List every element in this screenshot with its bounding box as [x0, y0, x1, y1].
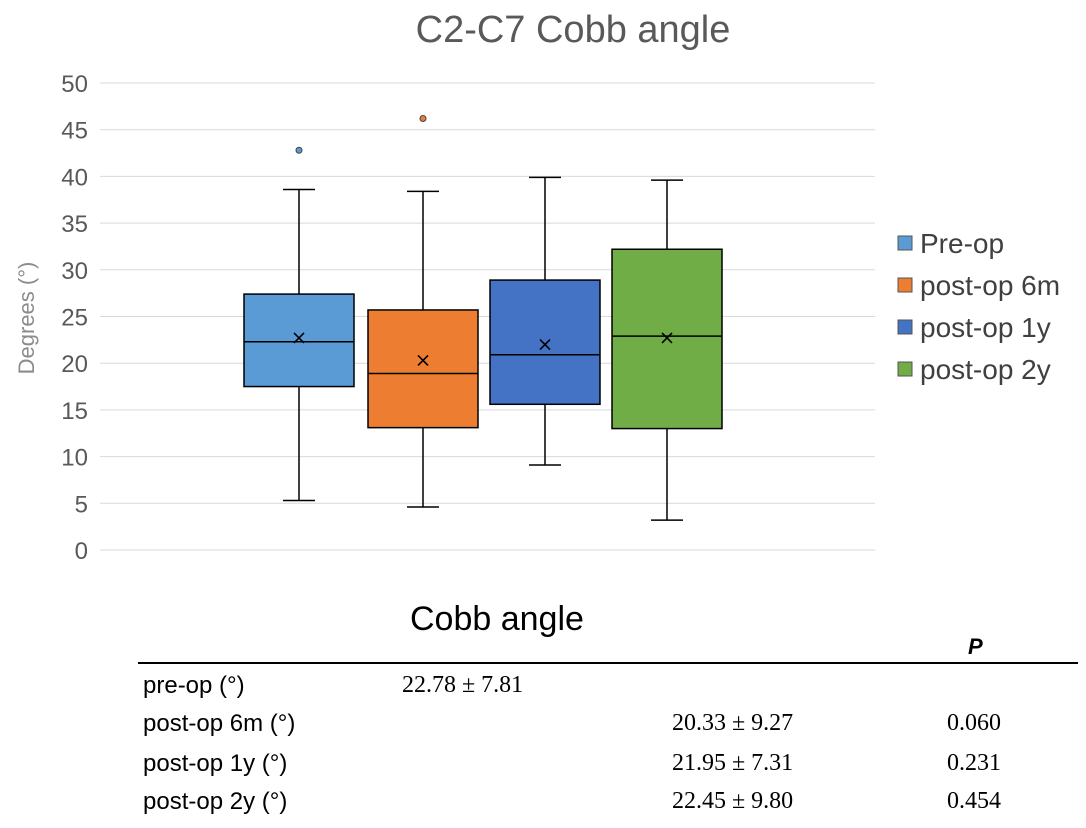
y-tick-label: 30: [61, 258, 88, 285]
box-series-group: [243, 114, 723, 521]
legend: Pre-op post-op 6m post-op 1y post-op 2y: [897, 228, 1060, 385]
row-value-baseline: 22.78 ± 7.81: [402, 672, 524, 698]
mean-marker-stroke: [661, 332, 673, 344]
y-tick-label: 20: [61, 351, 88, 378]
row-label: post-op 1y (°): [143, 750, 288, 777]
table-row: post-op 2y (°) 22.45 ± 9.80 0.454: [0, 788, 1086, 828]
legend-swatch: [897, 277, 913, 293]
outlier-point: [419, 114, 427, 122]
row-value-followup: 22.45 ± 9.80: [672, 788, 794, 814]
y-tick-label: 5: [75, 491, 88, 518]
row-label: pre-op (°): [143, 672, 245, 699]
gridlines: [100, 82, 875, 551]
row-value-followup: 21.95 ± 7.31: [672, 750, 794, 776]
y-tick-label: 15: [61, 398, 88, 425]
y-axis-label: Degrees (°): [14, 262, 39, 375]
iqr-box: [367, 309, 479, 429]
iqr-box: [489, 279, 601, 406]
mean-marker-stroke: [293, 332, 305, 344]
row-label: post-op 6m (°): [143, 710, 296, 737]
table-title: Cobb angle: [410, 600, 584, 638]
y-tick-label: 45: [61, 118, 88, 145]
box-post-op-2y: [611, 179, 723, 521]
row-p-value: 0.060: [947, 710, 1001, 736]
mean-marker: [293, 332, 305, 344]
box-pre-op: [243, 146, 355, 502]
legend-label: Pre-op: [920, 228, 1004, 259]
mean-marker: [661, 332, 673, 344]
mean-marker-stroke: [417, 354, 429, 366]
legend-swatch: [897, 361, 913, 377]
legend-label: post-op 1y: [920, 312, 1051, 343]
table-header-rule: [138, 662, 1078, 664]
box-post-op-6m: [367, 114, 479, 508]
p-value-header: P: [968, 634, 983, 659]
outlier-point: [295, 146, 303, 154]
table-row: pre-op (°) 22.78 ± 7.81: [0, 672, 1086, 712]
iqr-box: [243, 293, 355, 388]
mean-marker-stroke: [539, 338, 551, 351]
row-p-value: 0.454: [947, 788, 1001, 814]
y-tick-label: 35: [61, 211, 88, 238]
box-plot-chart: C2-C7 Cobb angle 0 5 10 15 20 25 30 35 40 45 50 De…: [14, 9, 1060, 565]
y-tick-label: 25: [61, 305, 88, 332]
legend-swatch: [897, 235, 913, 251]
y-tick-label: 50: [61, 71, 88, 98]
y-axis-tick-labels: 0 5 10 15 20 25 30 35 40 45 50: [61, 71, 88, 565]
y-tick-label: 40: [61, 164, 88, 191]
y-tick-label: 10: [61, 445, 88, 472]
row-p-value: 0.231: [947, 750, 1001, 776]
table-row: post-op 6m (°) 20.33 ± 9.27 0.060: [0, 710, 1086, 750]
row-label: post-op 2y (°): [143, 788, 288, 815]
chart-title: C2-C7 Cobb angle: [416, 9, 731, 51]
legend-label: post-op 2y: [920, 354, 1051, 385]
y-tick-label: 0: [75, 538, 88, 565]
mean-marker: [539, 338, 551, 351]
box-post-op-1y: [489, 176, 601, 466]
legend-label: post-op 6m: [920, 270, 1060, 301]
row-value-followup: 20.33 ± 9.27: [672, 710, 794, 736]
table-row: post-op 1y (°) 21.95 ± 7.31 0.231: [0, 750, 1086, 790]
mean-marker: [417, 354, 429, 366]
legend-swatch: [897, 319, 913, 335]
